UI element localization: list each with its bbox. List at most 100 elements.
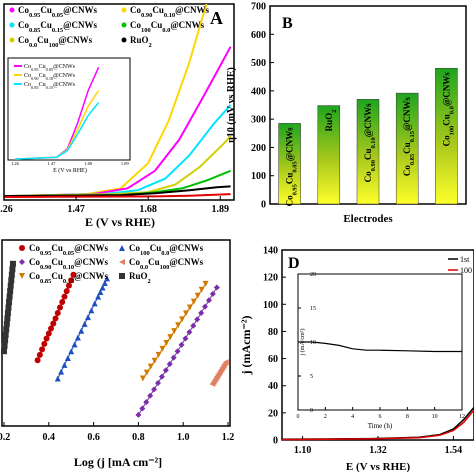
- panel-c-marker: [4, 315, 11, 322]
- panel-a-legend-label: Co0.85Cu0.15@CNWs: [18, 20, 98, 34]
- panel-c-marker: [97, 289, 104, 296]
- panel-d-inset-x-tick-label: 0: [297, 414, 300, 420]
- panel-c-marker: [71, 341, 78, 348]
- panel-c-marker: [8, 277, 15, 284]
- panel-c-marker: [222, 359, 229, 366]
- panel-c-frame: [1, 239, 231, 427]
- panel-d-series-line: [281, 409, 474, 441]
- panel-c-marker: [19, 259, 25, 265]
- panel-c-marker: [52, 315, 59, 322]
- panel-b-category-label: Co0.95Cu0.05@CNWs: [285, 127, 299, 207]
- panel-c-marker: [70, 271, 77, 278]
- panel-a-legend-label: Co0.95Cu0.05@CNWs: [18, 5, 98, 19]
- panel-c-marker: [175, 322, 182, 329]
- panel-c-marker: [119, 273, 125, 279]
- panel-c-marker: [6, 293, 13, 300]
- panel-b-category-label: Co100Cu0.0@CNWs: [441, 72, 455, 147]
- panel-b-bar: [278, 123, 301, 205]
- panel-c-marker: [2, 337, 9, 344]
- panel-a-legend-swatch: [9, 22, 15, 28]
- panel-c: Co0.95Cu0.05@CNWs Co100Cu0.0@CNWs Co0.90Cu…: [0, 239, 234, 469]
- panel-c-marker: [7, 282, 14, 289]
- panel-c-marker: [68, 277, 75, 284]
- panel-a-legend-label: RuO2: [130, 35, 152, 49]
- panel-c-marker: [91, 300, 98, 307]
- panel-d-y-ticks: 0 20 40 60 80 100 120 140: [263, 246, 286, 447]
- panel-c-marker: [19, 245, 25, 251]
- panel-c-marker: [119, 245, 125, 251]
- panel-c-x-ticks: 0.2 0.4 0.6 0.8 1.0 1.2: [0, 422, 234, 443]
- panel-c-marker: [159, 345, 166, 352]
- panel-c-marker: [186, 304, 193, 311]
- panel-a-inset-legend: Co0.95Cu0.05@CNWsCo0.90Cu0.10@CNWsCo0.85…: [14, 64, 76, 90]
- panel-c-marker: [61, 361, 68, 368]
- panel-d-x-tick-label: 1.54: [445, 445, 463, 456]
- panel-c-marker: [61, 293, 68, 300]
- panel-c-marker: [183, 310, 189, 317]
- panel-b-y-tick-label: 500: [251, 58, 266, 69]
- panel-d-inset: 0 2 4 6 8 10 12 0 5 10 15 20 Time (h) j (mA/cm²): [297, 272, 466, 430]
- panel-c-marker: [143, 399, 150, 406]
- panel-c-marker: [1, 342, 8, 349]
- panel-d-legend-label: 100: [460, 266, 472, 275]
- panel-c-marker: [8, 271, 15, 278]
- panel-d-inset-y-tick-label: 10: [310, 340, 316, 346]
- panel-a-legend-swatch: [121, 22, 127, 28]
- panel-c-marker: [213, 284, 220, 291]
- panel-a-label: A: [210, 8, 223, 28]
- panel-c-marker: [163, 340, 170, 347]
- panel-a-x-ticks: 1.26 1.47 1.68 1.89: [0, 196, 229, 215]
- panel-a-series-line: [3, 193, 231, 198]
- panel-c-marker: [139, 375, 146, 382]
- panel-c-marker: [78, 327, 85, 334]
- panel-d-inset-ylabel: j (mA/cm²): [299, 329, 306, 357]
- panel-b-y-tick-label: 0: [261, 200, 266, 211]
- panel-b-y-tick-label: 400: [251, 86, 266, 97]
- panel-a-xlabel: E (V vs RHE): [85, 215, 155, 229]
- panel-c-marker: [3, 320, 10, 327]
- panel-c-legend-label: Co0.95Cu0.05@CNWs: [29, 243, 109, 257]
- panel-c-marker: [45, 330, 52, 337]
- panel-c-marker: [65, 282, 72, 289]
- panel-c-marker: [39, 346, 46, 353]
- panel-d-inset-x-tick-label: 2: [324, 414, 327, 420]
- panel-c-marker: [19, 273, 25, 279]
- panel-c-marker: [209, 290, 216, 297]
- panel-c-legend: Co0.95Cu0.05@CNWs Co100Cu0.0@CNWs Co0.90Cu…: [19, 243, 204, 285]
- panel-b-bars: [278, 67, 458, 205]
- panel-b-category-label: Co0.90Cu0.10@CNWs: [363, 103, 377, 183]
- panel-b-bar: [317, 105, 341, 205]
- panel-d-xlabel: E (V vs RHE): [346, 461, 411, 473]
- panel-a-x-tick-label: 1.26: [0, 204, 13, 215]
- panel-c-marker: [202, 303, 209, 310]
- panel-c-marker: [170, 354, 177, 361]
- panel-c-marker: [198, 286, 205, 293]
- panel-d-y-tick-label: 140: [263, 246, 278, 257]
- panel-a-legend-swatch: [121, 7, 127, 13]
- panel-a-inset-tick-label: 1.47: [48, 161, 57, 166]
- panel-c-marker: [178, 341, 185, 348]
- panel-d-inset-x-tick-label: 10: [432, 414, 438, 420]
- panel-c-marker: [58, 368, 65, 375]
- panel-a-legend: Co0.95Cu0.05@CNWs Co0.90Cu0.10@CNWs Co0.85…: [9, 5, 210, 49]
- panel-d-y-tick-label: 80: [268, 327, 278, 338]
- panel-d-inset-series-group: [298, 341, 462, 353]
- panel-c-marker: [9, 260, 16, 267]
- panel-d-ylabel: j (mAcm⁻²): [239, 316, 253, 376]
- panel-b-category-labels: Co0.95Cu0.05@CNWs RuO2 Co0.90Cu0.10@CNWs Co…: [285, 72, 455, 207]
- panel-c-marker: [74, 334, 81, 341]
- panel-d-x-tick-label: 1.32: [369, 445, 387, 456]
- panel-d-inset-ticks: 0 2 4 6 8 10 12 0 5 10 15 20: [297, 272, 466, 420]
- panel-c-marker: [179, 316, 186, 323]
- panel-c-legend-label: RuO2: [129, 271, 151, 285]
- panel-a-inset-tick-label: 1.89: [121, 161, 130, 166]
- panel-a-x-tick-label: 1.68: [139, 204, 157, 215]
- panel-d-series-group: [281, 406, 474, 441]
- panel-c-marker: [104, 275, 111, 282]
- panel-a-legend-swatch: [9, 7, 15, 13]
- panel-c-marker: [48, 325, 55, 332]
- panel-c-marker: [2, 331, 9, 338]
- panel-b-y-ticks: 0 100 200 300 400 500 600 700: [251, 2, 274, 211]
